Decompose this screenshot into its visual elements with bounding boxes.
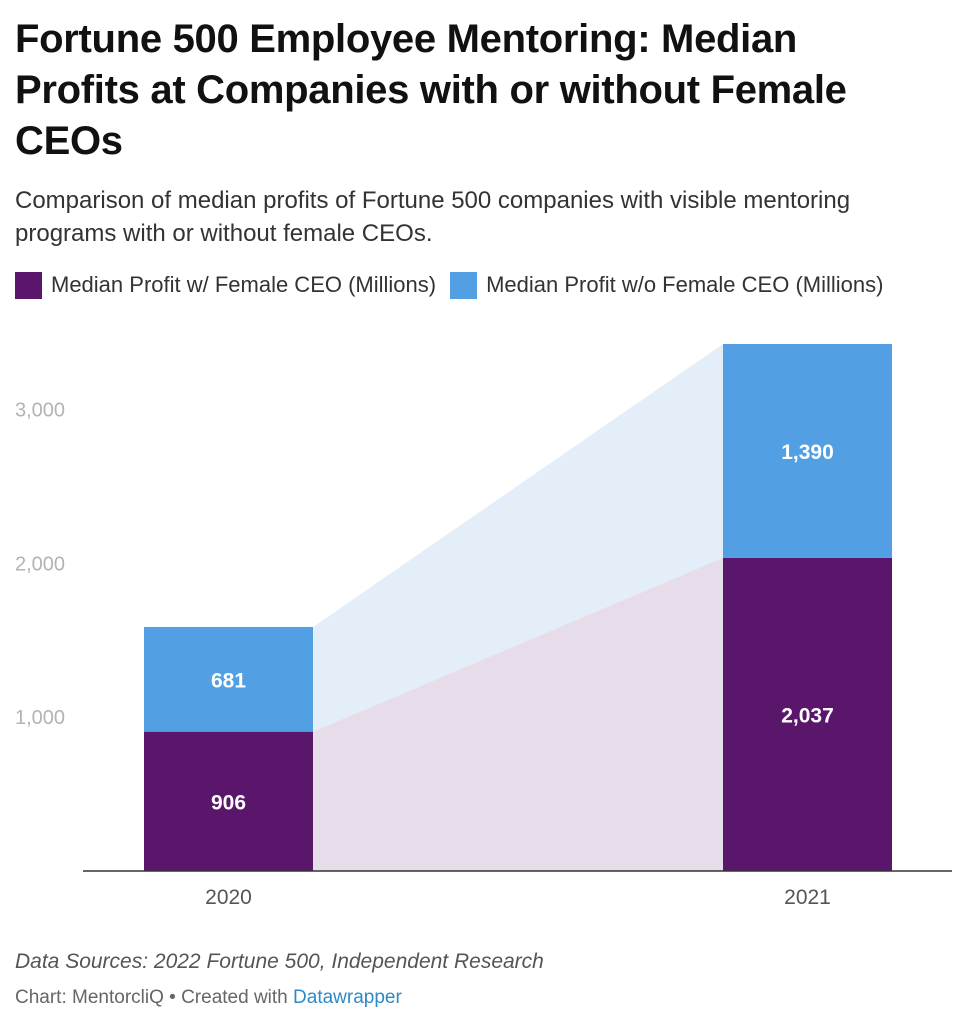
value-label-no-female-ceo-2021: 1,390	[781, 441, 834, 464]
legend: Median Profit w/ Female CEO (Millions) M…	[15, 270, 897, 300]
bar-no-female-ceo-2021	[723, 344, 892, 558]
x-tick-label-2021: 2021	[784, 886, 831, 909]
bar-female-ceo-2021	[723, 557, 892, 871]
byline-text: Chart: MentorcliQ • Created with	[15, 987, 294, 1008]
legend-item-female-ceo: Median Profit w/ Female CEO (Millions)	[15, 271, 437, 299]
band-no-female-ceo	[313, 344, 723, 732]
stacked-bar-chart: 1,000 2,000 3,000 906 681 2020 2,037 1,390 2021	[15, 344, 952, 909]
datawrapper-link[interactable]: Datawrapper	[293, 987, 402, 1008]
bar-no-female-ceo-2020	[144, 626, 313, 732]
byline: Chart: MentorcliQ • Created with Datawra…	[15, 987, 402, 1009]
legend-label-no-female-ceo: Median Profit w/o Female CEO (Millions)	[486, 272, 884, 297]
y-tick-label-0: 1,000	[15, 707, 65, 729]
value-label-female-ceo-2020: 906	[211, 791, 246, 814]
legend-label-female-ceo: Median Profit w/ Female CEO (Millions)	[51, 272, 437, 297]
y-tick-label-1: 2,000	[15, 553, 65, 575]
value-label-female-ceo-2021: 2,037	[781, 704, 834, 727]
source-notes: Data Sources: 2022 Fortune 500, Independ…	[15, 950, 544, 973]
x-tick-label-2020: 2020	[205, 886, 252, 909]
band-female-ceo	[313, 557, 723, 871]
chart-subtitle: Comparison of median profits of Fortune …	[15, 187, 851, 247]
legend-swatch-no-female-ceo	[450, 271, 478, 299]
legend-swatch-female-ceo	[15, 271, 42, 299]
bar-female-ceo-2020	[144, 731, 313, 871]
legend-item-no-female-ceo: Median Profit w/o Female CEO (Millions)	[450, 271, 884, 299]
y-tick-label-2: 3,000	[15, 400, 65, 422]
chart-title: Fortune 500 Employee Mentoring: Median P…	[15, 17, 847, 163]
value-label-no-female-ceo-2020: 681	[211, 669, 246, 692]
